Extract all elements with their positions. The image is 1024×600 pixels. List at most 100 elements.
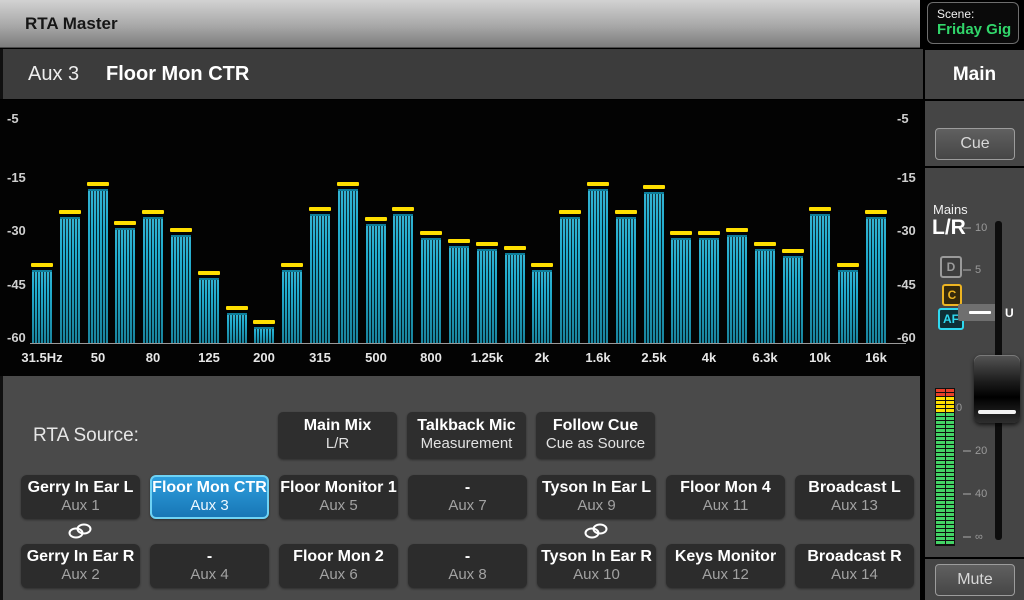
aux-button-aux-10[interactable]: Tyson In Ear R Aux 10 (537, 544, 656, 588)
tab-main[interactable]: Main (925, 50, 1024, 99)
source-button-subtitle: L/R (325, 435, 350, 452)
source-button-subtitle: Cue as Source (545, 435, 646, 452)
aux-button-number: Aux 14 (831, 566, 878, 583)
source-button-follow-cue[interactable]: Follow Cue Cue as Source (536, 412, 655, 459)
meter-segment-row (936, 461, 954, 464)
aux-button-number: Aux 6 (319, 566, 358, 583)
aux-button-aux-13[interactable]: Broadcast L Aux 13 (795, 475, 914, 519)
meter-segment-row (936, 497, 954, 500)
freq-tick-label: 16k (865, 350, 887, 365)
meter-segment-row (936, 465, 954, 468)
freq-tick-label: 6.3k (752, 350, 778, 365)
rta-bar (338, 189, 358, 343)
link-icon (67, 523, 93, 539)
meter-segment-row (936, 413, 954, 416)
aux-button-aux-11[interactable]: Floor Mon 4 Aux 11 (666, 475, 785, 519)
rta-bar (699, 238, 719, 343)
aux-button-name: Broadcast R (807, 548, 902, 565)
rta-peak-hold (504, 246, 526, 250)
rta-bar (310, 214, 330, 343)
aux-button-aux-2[interactable]: Gerry In Ear R Aux 2 (21, 544, 140, 588)
rta-spectrum-plot: -5 -5 -15 -15 -30 -30 -45 -45 -60 -60 31.5Hz 50 80 12… (0, 100, 920, 376)
meter-segment-row (936, 489, 954, 492)
meter-segment-row (936, 533, 954, 536)
rta-peak-hold (31, 263, 53, 267)
meter-segment-row (936, 525, 954, 528)
freq-tick-label: 125 (198, 350, 220, 365)
aux-button-aux-3[interactable]: Floor Mon CTR Aux 3 (150, 475, 269, 519)
aux-button-aux-12[interactable]: Keys Monitor Aux 12 (666, 544, 785, 588)
rta-peak-hold (587, 182, 609, 186)
rta-bar (227, 313, 247, 343)
freq-tick-label: 31.5Hz (21, 350, 63, 365)
rta-peak-hold (531, 263, 553, 267)
rta-bar (477, 249, 497, 343)
aux-button-aux-4[interactable]: - Aux 4 (150, 544, 269, 588)
aux-button-name: Floor Mon 4 (680, 479, 771, 496)
mute-section: Mute (925, 559, 1024, 600)
aux-button-aux-9[interactable]: Tyson In Ear L Aux 9 (537, 475, 656, 519)
aux-button-name: Floor Mon 2 (293, 548, 384, 565)
aux-button-aux-6[interactable]: Floor Mon 2 Aux 6 (279, 544, 398, 588)
rta-bar (199, 278, 219, 343)
aux-button-name: Tyson In Ear L (541, 479, 652, 496)
rta-source-label: RTA Source: (33, 425, 139, 446)
fader-tick-label: 20 (975, 445, 988, 457)
rta-bar (616, 217, 636, 343)
meter-segment-row (936, 421, 954, 424)
rta-peak-hold (365, 217, 387, 221)
rta-peak-hold (670, 231, 692, 235)
db-tick-label: -15 (897, 170, 916, 185)
aux-button-name: Gerry In Ear L (27, 479, 134, 496)
channel-header-bar: Aux 3 Floor Mon CTR (0, 49, 923, 99)
aux-button-aux-14[interactable]: Broadcast R Aux 14 (795, 544, 914, 588)
rta-peak-hold (448, 239, 470, 243)
rta-peak-hold (337, 182, 359, 186)
aux-button-aux-8[interactable]: - Aux 8 (408, 544, 527, 588)
meter-zero-label: 0 (956, 402, 963, 414)
meter-segment-row (936, 477, 954, 480)
aux-button-number: Aux 8 (448, 566, 487, 583)
meter-segment-row (936, 517, 954, 520)
aux-button-number: Aux 4 (190, 566, 229, 583)
cue-button[interactable]: Cue (935, 128, 1015, 160)
meter-segment-row (936, 429, 954, 432)
scene-display[interactable]: Scene: Friday Gig (927, 2, 1019, 44)
rta-peak-hold (726, 228, 748, 232)
freq-tick-label: 80 (145, 350, 161, 365)
fader-tick-label: ∞ (975, 531, 983, 543)
source-button-title: Talkback Mic (417, 417, 516, 434)
mains-channel-label: L/R (932, 216, 966, 239)
aux-button-number: Aux 7 (448, 497, 487, 514)
rta-peak-hold (59, 210, 81, 214)
meter-segment-row (936, 441, 954, 444)
meter-segment-row (936, 425, 954, 428)
fader-handle[interactable] (974, 355, 1020, 423)
rta-peak-hold (698, 231, 720, 235)
source-button-talkback-mic[interactable]: Talkback Mic Measurement (407, 412, 526, 459)
aux-button-aux-5[interactable]: Floor Monitor 1 Aux 5 (279, 475, 398, 519)
aux-button-aux-1[interactable]: Gerry In Ear L Aux 1 (21, 475, 140, 519)
aux-button-name: - (464, 548, 471, 565)
source-button-title: Main Mix (303, 417, 372, 434)
meter-segment-row (936, 493, 954, 496)
source-button-main-mix[interactable]: Main Mix L/R (278, 412, 397, 459)
meter-segment-row (936, 457, 954, 460)
rta-peak-hold (809, 207, 831, 211)
scene-name: Friday Gig (937, 21, 1012, 38)
rta-bar (393, 214, 413, 343)
rta-bar (838, 270, 858, 343)
meter-segment-row (936, 437, 954, 440)
db-tick-label: -45 (7, 277, 26, 292)
unity-gain-marker (958, 304, 1002, 321)
mute-button[interactable]: Mute (935, 564, 1015, 596)
rta-bar (115, 228, 135, 343)
cue-section: Cue (925, 101, 1024, 166)
meter-segment-row (936, 529, 954, 532)
aux-button-aux-7[interactable]: - Aux 7 (408, 475, 527, 519)
aux-button-name: Floor Mon CTR (152, 479, 267, 496)
meter-segment-row (936, 389, 954, 392)
freq-tick-label: 200 (253, 350, 275, 365)
mains-label: Mains (933, 202, 968, 217)
rta-bar (254, 327, 274, 343)
